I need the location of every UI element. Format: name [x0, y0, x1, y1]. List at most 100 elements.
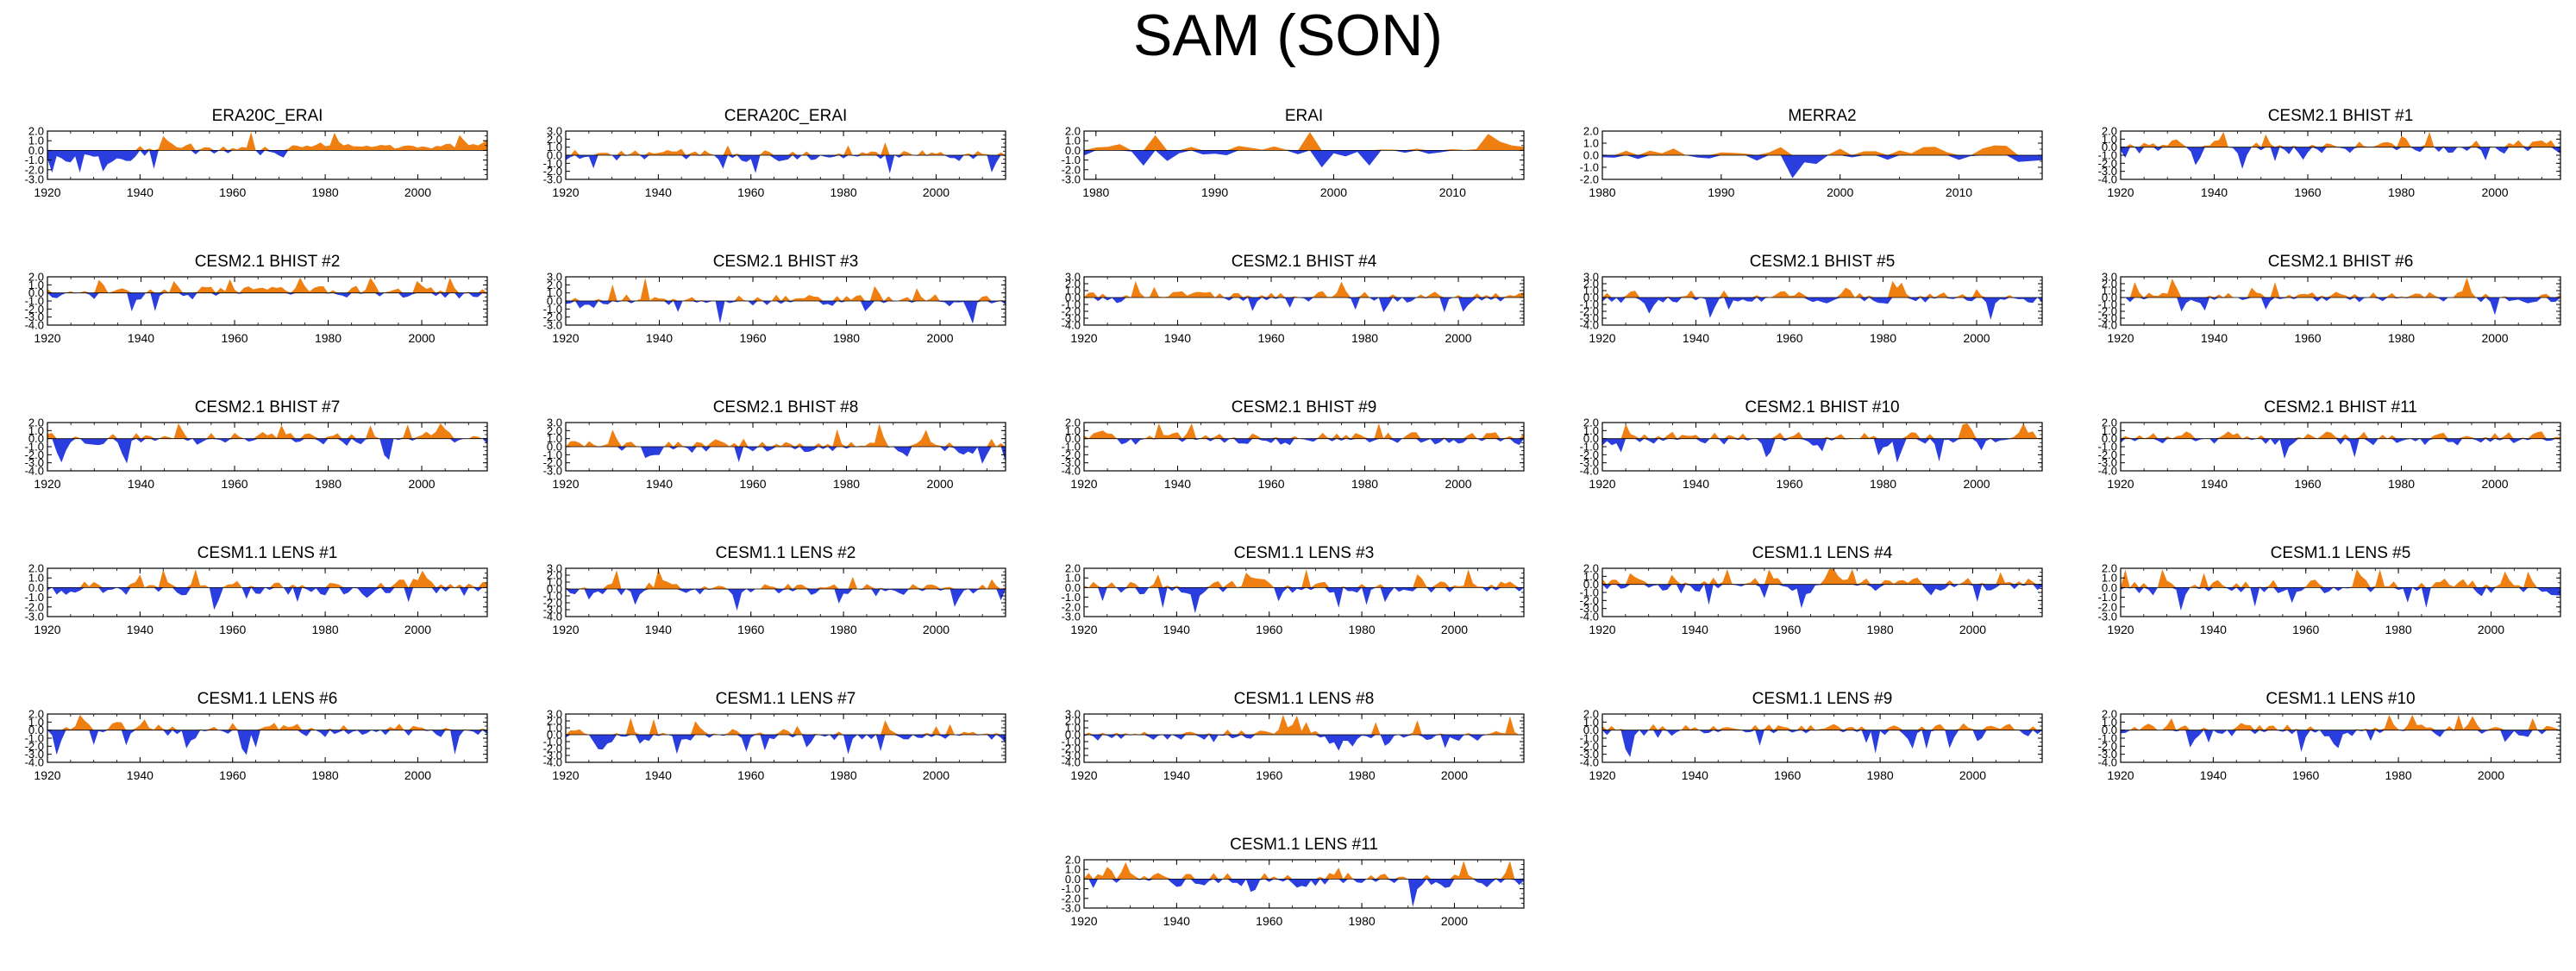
y-tick-label: -1.0 — [25, 441, 44, 454]
x-tick-label: 1920 — [34, 331, 60, 345]
panel-title: CESM2.1 BHIST #8 — [713, 398, 859, 417]
y-tick-label: -1.0 — [1580, 161, 1599, 174]
y-tick-label: -1.0 — [25, 591, 44, 604]
x-tick-label: 1980 — [1351, 477, 1378, 491]
panel-20: CESM1.1 LENS #5 2.01.00.0-1.0-2.0-3.01920… — [2098, 544, 2561, 636]
x-tick-label: 1980 — [830, 623, 857, 636]
y-tick-label: -4.0 — [1062, 319, 1081, 332]
y-tick-label: -2.0 — [1062, 448, 1081, 461]
x-tick-label: 1920 — [1589, 331, 1615, 345]
y-tick-label: 2.0 — [2102, 125, 2117, 138]
x-tick-label: 2000 — [1441, 623, 1468, 636]
x-tick-label: 2000 — [2478, 768, 2504, 782]
x-tick-label: 1960 — [2294, 331, 2321, 345]
x-tick-label: 1920 — [552, 768, 579, 782]
y-tick-label: -4.0 — [2098, 756, 2117, 769]
positive-area — [2121, 714, 2560, 730]
y-tick-label: -1.0 — [2098, 298, 2117, 311]
x-tick-label: 1960 — [219, 768, 246, 782]
positive-area — [1084, 714, 1524, 735]
x-tick-label: 1920 — [552, 477, 579, 491]
x-tick-label: 1940 — [128, 477, 154, 491]
y-tick-label: -2.0 — [543, 456, 562, 469]
y-tick-label: -1.0 — [1062, 298, 1081, 311]
negative-area — [2121, 147, 2560, 169]
y-tick-label: 2.0 — [1065, 715, 1081, 728]
x-tick-label: 1960 — [1256, 914, 1282, 928]
y-tick-label: -2.0 — [543, 310, 562, 323]
y-tick-label: 0.0 — [28, 432, 44, 445]
x-tick-label: 1980 — [2388, 477, 2415, 491]
y-tick-label: 2.0 — [28, 708, 44, 721]
y-tick-label: -3.0 — [25, 748, 44, 761]
y-tick-label: 1.0 — [28, 572, 44, 585]
panel-title: CESM1.1 LENS #10 — [2266, 690, 2415, 708]
x-tick-label: 1940 — [2200, 768, 2227, 782]
positive-area — [566, 569, 1006, 589]
negative-area — [47, 438, 487, 464]
panel-15: CESM2.1 BHIST #11 2.01.00.0-1.0-2.0-3.0-4… — [2098, 398, 2561, 491]
y-tick-label: -2.0 — [2098, 600, 2117, 613]
y-tick-label: 0.0 — [2102, 581, 2117, 594]
y-tick-label: -3.0 — [1580, 456, 1599, 469]
negative-area — [1602, 730, 2042, 757]
plot-frame — [47, 422, 488, 472]
y-tick-label: 3.0 — [547, 708, 562, 721]
x-tick-label: 2010 — [1946, 185, 1972, 199]
y-tick-label: 1.0 — [1065, 135, 1081, 147]
x-tick-label: 1960 — [1256, 768, 1282, 782]
plot-frame — [47, 276, 488, 326]
negative-area — [47, 587, 487, 611]
x-tick-label: 1940 — [1683, 331, 1709, 345]
panel-2: CERA20C_ERAI 3.02.01.00.0-1.0-2.0-3.01920… — [543, 107, 1006, 199]
y-tick-label: -1.0 — [1062, 882, 1081, 895]
y-tick-label: -3.0 — [25, 310, 44, 323]
negative-area — [1084, 587, 1524, 614]
y-tick-label: 1.0 — [2102, 572, 2117, 585]
y-tick-label: -1.0 — [2098, 441, 2117, 454]
x-tick-label: 1980 — [1589, 185, 1615, 199]
y-tick-label: -1.0 — [25, 295, 44, 308]
x-tick-label: 2000 — [2481, 185, 2508, 199]
y-tick-label: -2.0 — [1580, 305, 1599, 318]
y-tick-label: -3.0 — [1580, 748, 1599, 761]
positive-area — [1602, 280, 2042, 298]
y-tick-label: 0.0 — [2102, 141, 2117, 153]
x-tick-label: 1940 — [128, 331, 154, 345]
y-tick-label: -1.0 — [543, 448, 562, 461]
x-tick-label: 1920 — [1070, 914, 1097, 928]
y-tick-label: 0.0 — [28, 724, 44, 736]
negative-area — [1084, 150, 1524, 168]
x-tick-label: 2000 — [926, 331, 953, 345]
y-tick-label: 3.0 — [547, 562, 562, 575]
y-tick-label: -4.0 — [2098, 465, 2117, 478]
y-tick-label: -4.0 — [1062, 756, 1081, 769]
negative-area — [1602, 155, 2042, 179]
panel-title: CESM2.1 BHIST #5 — [1750, 253, 1896, 271]
y-tick-label: 3.0 — [547, 417, 562, 429]
x-tick-label: 2000 — [1959, 768, 1986, 782]
y-tick-label: -2.0 — [2098, 157, 2117, 170]
y-tick-label: -4.0 — [1062, 465, 1081, 478]
x-tick-label: 1920 — [1070, 331, 1097, 345]
panel-title: CESM1.1 LENS #8 — [1234, 690, 1375, 708]
x-tick-label: 1980 — [315, 477, 342, 491]
y-tick-label: -2.0 — [1062, 600, 1081, 613]
x-tick-label: 1940 — [1163, 914, 1190, 928]
y-tick-label: -2.0 — [1062, 163, 1081, 176]
positive-area — [566, 277, 1006, 301]
y-tick-label: 0.0 — [28, 144, 44, 157]
x-tick-label: 1990 — [1708, 185, 1734, 199]
x-tick-label: 1920 — [34, 185, 60, 199]
y-tick-label: 0.0 — [1583, 578, 1599, 591]
y-tick-label: 3.0 — [547, 271, 562, 284]
plot-frame — [2120, 422, 2561, 472]
x-tick-label: 1940 — [127, 768, 154, 782]
y-tick-label: 0.0 — [28, 286, 44, 299]
plot-frame — [47, 713, 488, 763]
plot-frame — [2120, 130, 2561, 180]
y-tick-label: -2.0 — [543, 165, 562, 178]
x-tick-label: 2000 — [408, 331, 435, 345]
